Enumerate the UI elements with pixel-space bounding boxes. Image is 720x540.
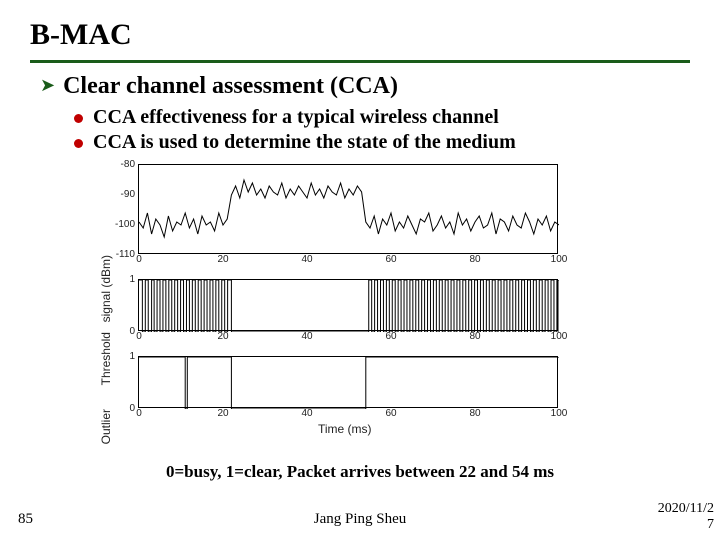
x-tick: 100 — [551, 330, 568, 342]
heading-row: ➤ Clear channel assessment (CCA) — [40, 73, 690, 100]
y-tick: -100 — [115, 220, 139, 230]
footer-date-line2: 7 — [707, 517, 714, 532]
slide: B-MAC ➤ Clear channel assessment (CCA) C… — [0, 0, 720, 540]
x-tick: 80 — [469, 330, 480, 342]
slide-title: B-MAC — [30, 18, 690, 52]
x-tick: 20 — [217, 407, 228, 419]
arrow-icon: ➤ — [40, 76, 55, 94]
x-tick: 0 — [136, 330, 142, 342]
x-tick: 40 — [301, 330, 312, 342]
charts-area: -80-90-100-110020406080100signal (dBm)10… — [90, 164, 590, 444]
heading-text: Clear channel assessment (CCA) — [63, 73, 398, 100]
y-tick: -90 — [121, 190, 139, 200]
bullet-row: CCA effectiveness for a typical wireless… — [74, 106, 690, 129]
x-tick: 80 — [469, 407, 480, 419]
x-axis-label: Time (ms) — [318, 422, 372, 436]
x-tick: 40 — [301, 253, 312, 265]
x-tick: 60 — [385, 253, 396, 265]
chart-caption: 0=busy, 1=clear, Packet arrives between … — [30, 462, 690, 482]
x-tick: 60 — [385, 330, 396, 342]
bullet-dot-icon — [74, 114, 83, 123]
footer-date: 2020/11/2 7 — [658, 501, 714, 532]
y-axis-label: Threshold — [99, 332, 113, 385]
footer-author: Jang Ping Sheu — [0, 511, 720, 528]
chart-panel-outlier: 10020406080100Outlier — [138, 356, 558, 408]
y-axis-label: Outlier — [99, 409, 113, 444]
y-axis-label: signal (dBm) — [99, 255, 113, 322]
bullet-row: CCA is used to determine the state of th… — [74, 131, 690, 154]
x-tick: 20 — [217, 330, 228, 342]
x-tick: 20 — [217, 253, 228, 265]
chart-panel-signal: -80-90-100-110020406080100signal (dBm) — [138, 164, 558, 254]
x-tick: 60 — [385, 407, 396, 419]
footer-date-line1: 2020/11/2 — [658, 501, 714, 516]
chart-panel-threshold: 10020406080100Threshold — [138, 279, 558, 331]
x-tick: 80 — [469, 253, 480, 265]
bullet-dot-icon — [74, 139, 83, 148]
bullet-text: CCA effectiveness for a typical wireless… — [93, 106, 499, 129]
y-tick: 1 — [129, 275, 139, 285]
x-tick: 100 — [551, 253, 568, 265]
x-tick: 100 — [551, 407, 568, 419]
x-tick: 40 — [301, 407, 312, 419]
bullet-text: CCA is used to determine the state of th… — [93, 131, 516, 154]
x-tick: 0 — [136, 407, 142, 419]
y-tick: -80 — [121, 160, 139, 170]
y-tick: 1 — [129, 352, 139, 362]
title-rule — [30, 60, 690, 63]
x-tick: 0 — [136, 253, 142, 265]
